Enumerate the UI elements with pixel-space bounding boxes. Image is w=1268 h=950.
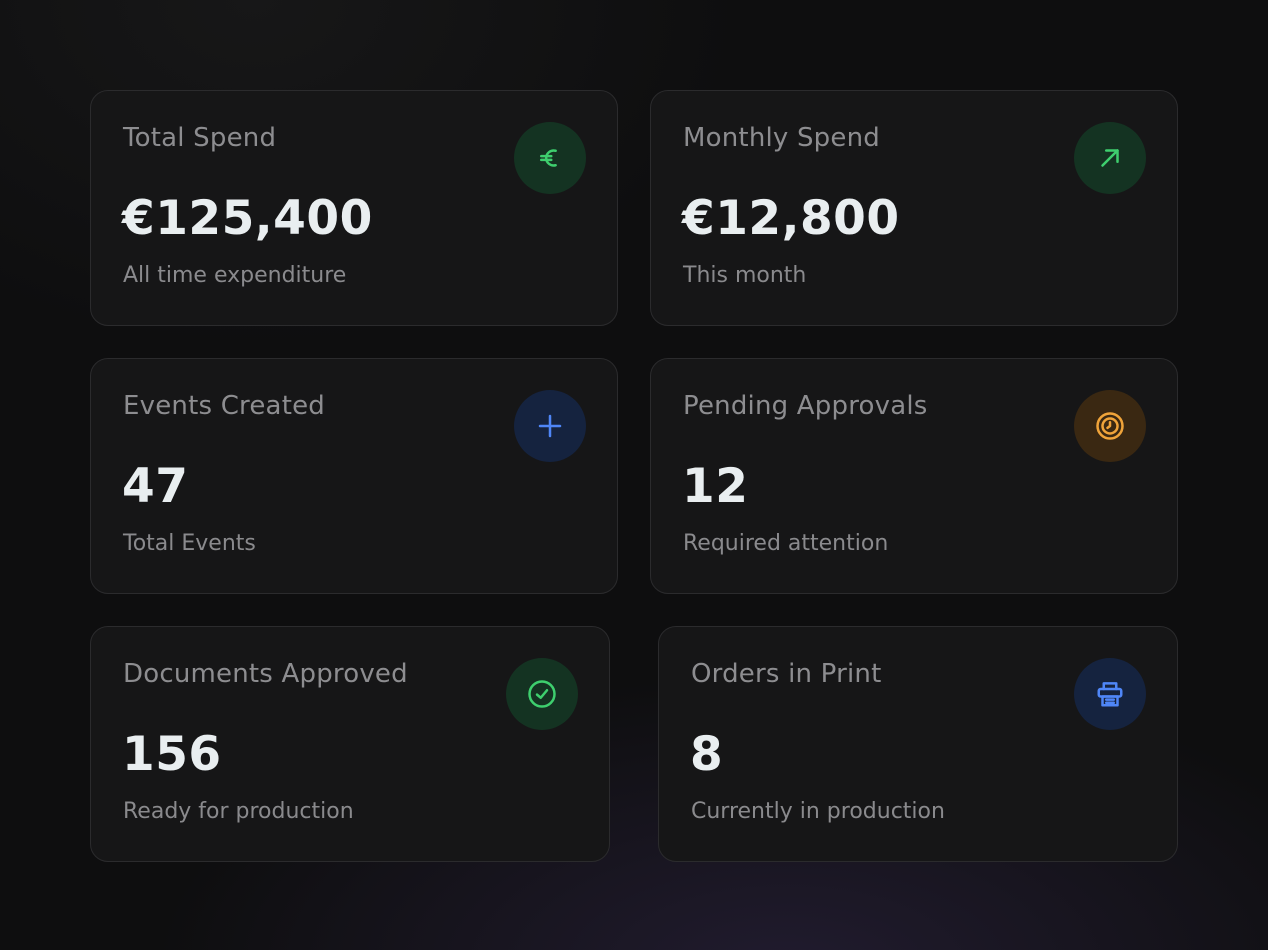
card-label: Documents Approved — [123, 659, 408, 689]
stat-card-documents-approved: Documents Approved 156 Ready for product… — [90, 626, 610, 862]
card-label: Monthly Spend — [683, 123, 880, 153]
euro-icon — [514, 122, 586, 194]
card-value: 47 — [122, 459, 189, 514]
card-subtitle: Total Events — [123, 531, 256, 556]
card-label: Orders in Print — [691, 659, 882, 689]
card-label: Events Created — [123, 391, 325, 421]
card-subtitle: Required attention — [683, 531, 889, 556]
card-subtitle: Ready for production — [123, 799, 354, 824]
stat-card-monthly-spend: Monthly Spend €12,800 This month — [650, 90, 1178, 326]
card-value: 156 — [122, 727, 222, 782]
stat-card-events-created: Events Created 47 Total Events — [90, 358, 618, 594]
card-subtitle: This month — [683, 263, 807, 288]
card-value: 12 — [682, 459, 749, 514]
check-circle-icon — [506, 658, 578, 730]
plus-icon — [514, 390, 586, 462]
card-subtitle: All time expenditure — [123, 263, 347, 288]
stat-card-orders-in-print: Orders in Print 8 Currently in productio… — [658, 626, 1178, 862]
printer-icon — [1074, 658, 1146, 730]
card-label: Pending Approvals — [683, 391, 928, 421]
card-subtitle: Currently in production — [691, 799, 945, 824]
card-value: €125,400 — [122, 191, 373, 246]
stat-card-pending-approvals: Pending Approvals 12 Required attention — [650, 358, 1178, 594]
clock-icon — [1074, 390, 1146, 462]
card-value: 8 — [690, 727, 724, 782]
card-label: Total Spend — [123, 123, 277, 153]
stat-card-total-spend: Total Spend €125,400 All time expenditur… — [90, 90, 618, 326]
card-value: €12,800 — [682, 191, 900, 246]
trending-up-arrow-icon — [1074, 122, 1146, 194]
